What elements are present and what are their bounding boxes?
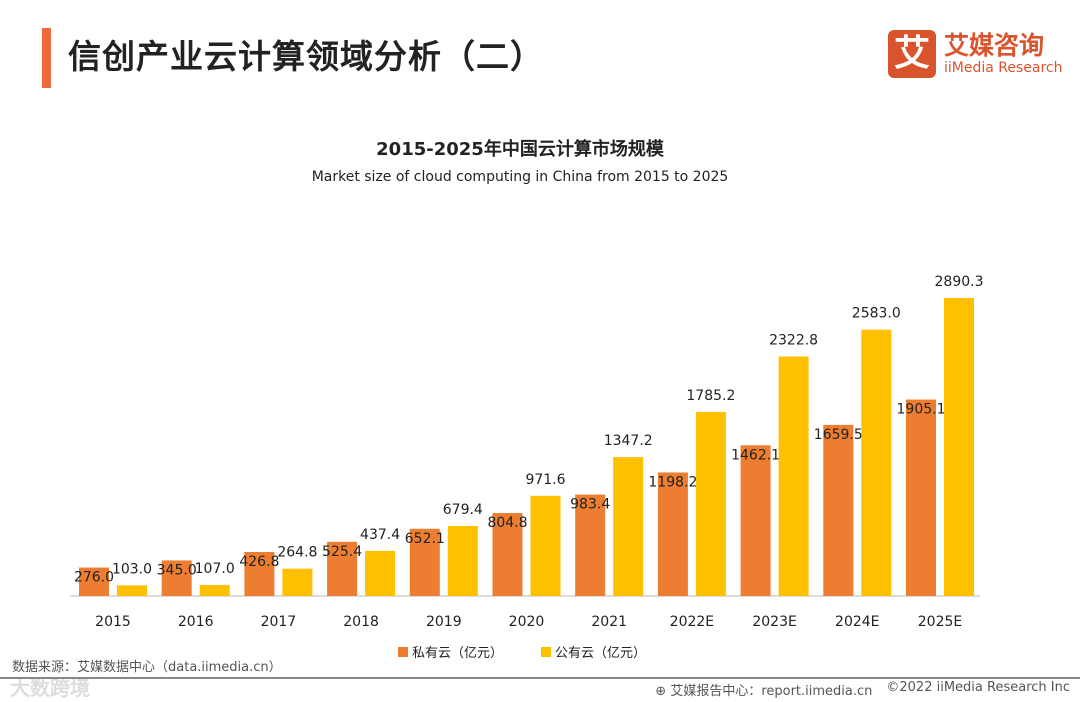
x-tick-label: 2022E bbox=[670, 614, 714, 630]
x-tick-label: 2019 bbox=[426, 614, 462, 630]
x-tick-label: 2020 bbox=[509, 614, 545, 630]
data-label: 345.0 bbox=[157, 562, 197, 578]
bar-public bbox=[944, 298, 974, 596]
x-tick-label: 2025E bbox=[918, 614, 962, 630]
page-title: 信创产业云计算领域分析（二） bbox=[68, 37, 544, 76]
footer: ⊕ 艾媒报告中心：report.iimedia.cn ©2022 iiMedia… bbox=[655, 680, 1070, 699]
bar-private bbox=[409, 528, 440, 596]
globe-icon: ⊕ bbox=[655, 684, 667, 699]
data-label: 2322.8 bbox=[769, 333, 818, 349]
logo-en: iiMedia Research bbox=[944, 60, 1063, 76]
x-tick-label: 2015 bbox=[95, 614, 131, 630]
data-label: 971.6 bbox=[525, 472, 565, 488]
x-tick-label: 2017 bbox=[261, 614, 297, 630]
bar-private bbox=[244, 551, 275, 596]
logo: 艾 艾媒咨询 iiMedia Research bbox=[888, 30, 1063, 78]
legend-label: 公有云（亿元） bbox=[555, 646, 646, 661]
bar-private bbox=[906, 399, 936, 596]
bar-public bbox=[365, 550, 396, 596]
chart-title: 2015-2025年中国云计算市场规模 bbox=[376, 139, 664, 160]
bar-public bbox=[117, 585, 147, 596]
bar-private bbox=[79, 567, 109, 596]
data-label: 1347.2 bbox=[604, 433, 653, 449]
bar-public bbox=[199, 584, 230, 596]
data-label: 679.4 bbox=[443, 502, 483, 518]
data-label: 276.0 bbox=[74, 570, 114, 586]
bar-public bbox=[447, 525, 478, 596]
data-label: 983.4 bbox=[570, 497, 610, 513]
legend-label: 私有云（亿元） bbox=[412, 646, 503, 661]
bar-private bbox=[657, 472, 688, 596]
x-tick-label: 2023E bbox=[752, 614, 796, 630]
x-tick-label: 2021 bbox=[591, 614, 627, 630]
report-link[interactable]: ⊕ 艾媒报告中心：report.iimedia.cn bbox=[655, 684, 873, 699]
bar-public bbox=[282, 568, 313, 596]
bar-public bbox=[613, 457, 644, 596]
x-tick-label: 2018 bbox=[343, 614, 379, 630]
bar-public bbox=[778, 356, 809, 596]
bar-private bbox=[575, 494, 606, 596]
legend-swatch bbox=[541, 647, 551, 657]
bar-private bbox=[327, 541, 358, 596]
footer-divider bbox=[0, 677, 1080, 679]
data-label: 1785.2 bbox=[686, 388, 735, 404]
bar-private bbox=[492, 513, 523, 596]
bar-private bbox=[161, 560, 192, 596]
data-label: 804.8 bbox=[487, 515, 527, 531]
bar-public bbox=[695, 411, 726, 596]
chart-subtitle: Market size of cloud computing in China … bbox=[311, 169, 729, 185]
data-label: 264.8 bbox=[277, 545, 317, 561]
legend-swatch bbox=[398, 647, 408, 657]
bar-public bbox=[861, 329, 892, 596]
data-label: 2583.0 bbox=[852, 306, 901, 322]
data-label: 1659.5 bbox=[814, 427, 863, 443]
logo-mark: 艾 bbox=[888, 30, 936, 78]
data-label: 2890.3 bbox=[935, 274, 984, 290]
data-source: 数据来源：艾媒数据中心（data.iimedia.cn） bbox=[12, 660, 282, 675]
logo-cn: 艾媒咨询 bbox=[944, 31, 1045, 60]
data-label: 437.4 bbox=[360, 527, 400, 543]
bar-private bbox=[740, 445, 771, 596]
watermark: 大数跨境 bbox=[10, 676, 90, 700]
data-label: 1905.1 bbox=[897, 402, 946, 418]
data-label: 1462.1 bbox=[731, 447, 780, 463]
data-label: 652.1 bbox=[405, 531, 445, 547]
data-label: 107.0 bbox=[195, 561, 235, 577]
x-tick-label: 2024E bbox=[835, 614, 879, 630]
data-label: 1198.2 bbox=[648, 474, 697, 490]
bar-public bbox=[530, 495, 561, 596]
bar-private bbox=[823, 424, 854, 596]
copyright: ©2022 iiMedia Research Inc bbox=[886, 680, 1070, 695]
data-label: 103.0 bbox=[112, 561, 152, 577]
title-accent-bar bbox=[42, 28, 51, 88]
data-label: 525.4 bbox=[322, 544, 362, 560]
x-tick-label: 2016 bbox=[178, 614, 214, 630]
data-label: 426.8 bbox=[239, 554, 279, 570]
